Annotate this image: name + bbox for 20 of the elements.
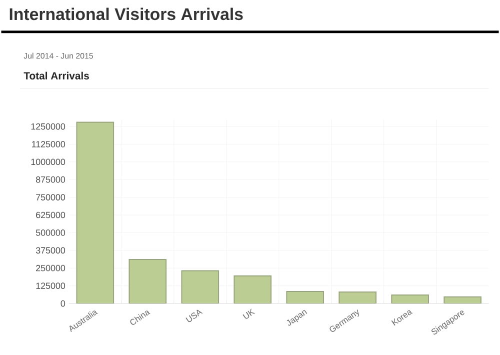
bar (76, 122, 114, 304)
bar (128, 258, 167, 304)
text: Total Arrivals (24, 72, 89, 80)
bar (339, 292, 376, 304)
y-tick-label: 0 (60, 300, 66, 307)
y-tick-label: 625000 (36, 212, 66, 218)
y-tick-label: 250000 (36, 264, 66, 272)
y-tick-label: 750000 (36, 194, 66, 200)
x-tick-label: USA (186, 310, 203, 322)
y-tick-label: 1000000 (31, 158, 66, 165)
y-tick-label: 1250000 (31, 123, 66, 130)
x-tick-label: UK (242, 308, 255, 319)
y-tick-label: 500000 (36, 229, 66, 236)
bar (181, 270, 220, 304)
y-tick-label: 375000 (36, 247, 66, 254)
y-tick-label: 1125000 (32, 140, 66, 148)
chart-title: International Visitors Arrivals (10, 8, 243, 20)
y-tick-label: 875000 (36, 176, 66, 183)
y-tick-label: 125000 (36, 282, 66, 289)
bar (234, 275, 272, 304)
